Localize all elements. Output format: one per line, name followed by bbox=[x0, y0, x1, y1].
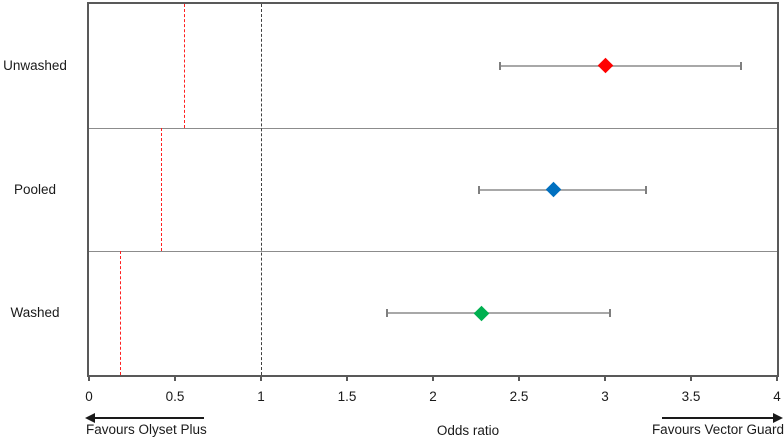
x-axis-tick bbox=[88, 377, 90, 381]
panel-divider bbox=[89, 251, 777, 253]
favours-right-arrow-line bbox=[662, 417, 775, 419]
category-label: Pooled bbox=[13, 181, 57, 197]
x-axis-tick-label: 0 bbox=[85, 389, 93, 404]
ci-cap-right bbox=[645, 185, 648, 194]
favours-left-label: Favours Olyset Plus bbox=[86, 422, 207, 437]
panel-reference-line bbox=[119, 251, 121, 375]
null-effect-line bbox=[261, 4, 262, 375]
confidence-interval-line bbox=[500, 64, 741, 67]
ci-cap-right bbox=[609, 309, 612, 318]
panel-reference-line bbox=[161, 127, 163, 252]
ci-cap-left bbox=[499, 61, 502, 70]
odds-ratio-diamond-marker bbox=[545, 181, 562, 198]
panel-reference-line bbox=[183, 4, 185, 128]
ci-cap-right bbox=[739, 61, 742, 70]
favours-right-label: Favours Vector Guard bbox=[651, 422, 784, 437]
x-axis-tick-label: 3.5 bbox=[681, 389, 701, 404]
confidence-interval-line bbox=[386, 312, 611, 315]
x-axis-tick bbox=[346, 377, 348, 381]
x-axis-tick bbox=[518, 377, 520, 381]
confidence-interval-line bbox=[479, 188, 647, 191]
x-axis-tick bbox=[260, 377, 262, 381]
category-label: Washed bbox=[10, 305, 60, 321]
favours-left-arrow-icon bbox=[85, 413, 95, 423]
x-axis-tick bbox=[690, 377, 692, 381]
x-axis-tick bbox=[604, 377, 606, 381]
x-axis-tick bbox=[432, 377, 434, 381]
ci-cap-left bbox=[478, 185, 481, 194]
x-axis-tick-label: 0.5 bbox=[165, 389, 185, 404]
x-axis-tick-label: 1.5 bbox=[337, 389, 357, 404]
x-axis-tick-label: 2 bbox=[429, 389, 437, 404]
favours-left-arrow-line bbox=[93, 417, 204, 419]
x-axis-tick bbox=[174, 377, 176, 381]
x-axis-tick-label: 3 bbox=[601, 389, 609, 404]
panel-divider bbox=[89, 127, 777, 129]
x-axis-tick-label: 2.5 bbox=[509, 389, 529, 404]
ci-cap-left bbox=[385, 309, 388, 318]
x-axis-tick-label: 4 bbox=[773, 389, 781, 404]
odds-ratio-diamond-marker bbox=[473, 305, 489, 321]
x-axis-tick-label: 1 bbox=[257, 389, 265, 404]
favours-right-arrow-icon bbox=[773, 413, 783, 423]
category-label: Unwashed bbox=[3, 57, 67, 73]
x-axis-tick bbox=[776, 377, 778, 381]
odds-ratio-diamond-marker bbox=[597, 58, 613, 74]
plot-area bbox=[87, 2, 779, 377]
x-axis-title: Odds ratio bbox=[436, 423, 500, 438]
